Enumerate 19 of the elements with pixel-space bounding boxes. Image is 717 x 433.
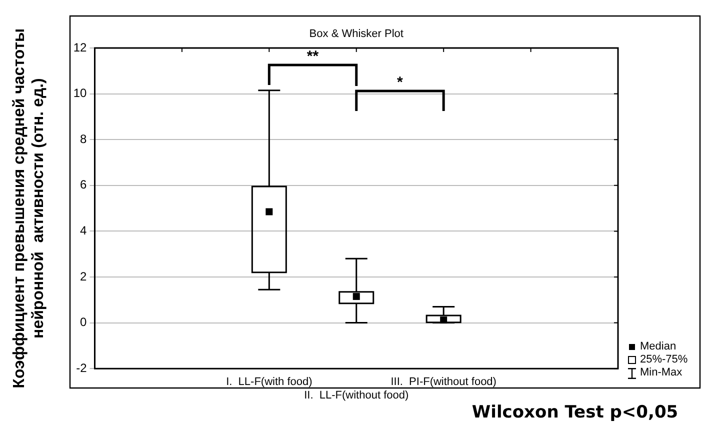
y-tick-label: 8 bbox=[80, 132, 88, 146]
text: Median bbox=[640, 340, 676, 353]
x-tick-label: III. PI-F(without food) bbox=[390, 376, 496, 388]
annotation: ** bbox=[306, 48, 319, 66]
y-axis-title: Коэффициент превышения средней частоты нейронной активности (отн. ед.) bbox=[11, 28, 48, 388]
y-tick-label: 4 bbox=[80, 224, 88, 238]
y-tick-label: -2 bbox=[76, 360, 88, 375]
y-tick-label: 2 bbox=[80, 269, 88, 284]
annotation: * bbox=[397, 74, 404, 92]
y-tick-label: 12 bbox=[73, 40, 88, 54]
text: 25%-75% bbox=[640, 354, 688, 366]
x-tick-label: II. LL-F(without food) bbox=[304, 389, 409, 402]
x-tick-label: I. LL-F(with food) bbox=[226, 376, 312, 388]
text: Wilcoxon Test p<0,05 bbox=[472, 402, 678, 422]
text: Min-Max bbox=[640, 366, 683, 379]
y-tick-label: 6 bbox=[80, 178, 88, 192]
y-tick-label: 10 bbox=[73, 86, 88, 100]
chart-title: Box & Whisker Plot bbox=[309, 28, 404, 40]
y-tick-label: 0 bbox=[80, 315, 88, 330]
